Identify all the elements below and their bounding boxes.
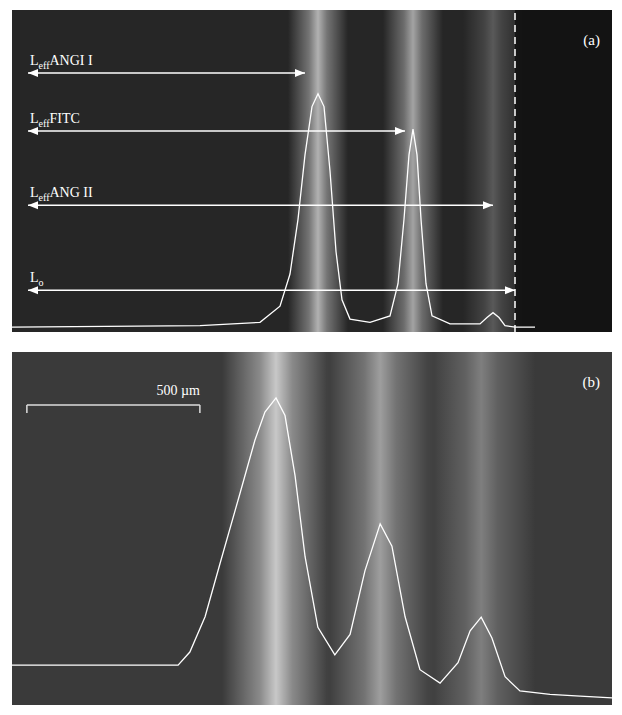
- svg-text:LeffFITC: LeffFITC: [30, 111, 80, 129]
- html-text:(a): (a): [583, 32, 600, 48]
- html-text:(b): (b): [582, 374, 600, 390]
- svg-text:Lo: Lo: [30, 270, 44, 288]
- svg-text:500 µm: 500 µm: [156, 383, 200, 398]
- svg-text:LeffANG II: LeffANG II: [30, 185, 93, 203]
- svg-text:LeffANGI I: LeffANGI I: [30, 53, 93, 71]
